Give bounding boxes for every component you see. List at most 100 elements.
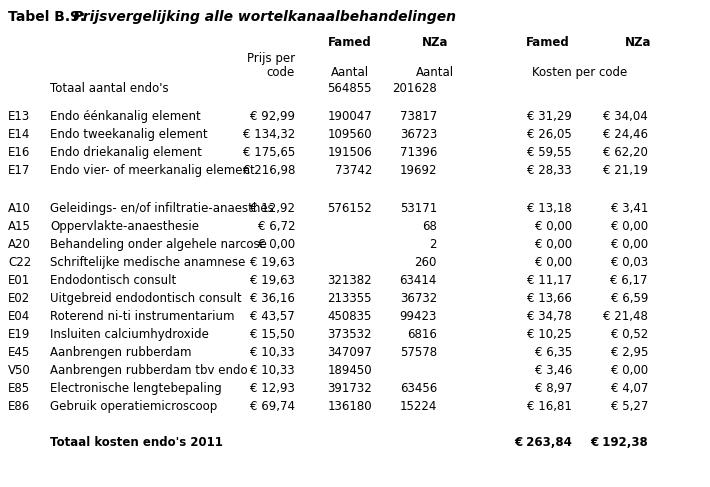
Text: A20: A20 bbox=[8, 238, 31, 251]
Text: Geleidings- en/of infiltratie-anaesthes: Geleidings- en/of infiltratie-anaesthes bbox=[50, 202, 274, 215]
Text: € 28,33: € 28,33 bbox=[528, 164, 572, 177]
Text: Tabel B.9:: Tabel B.9: bbox=[8, 10, 90, 24]
Text: Famed: Famed bbox=[526, 36, 570, 49]
Text: 136180: 136180 bbox=[327, 400, 372, 413]
Text: € 19,63: € 19,63 bbox=[250, 274, 295, 287]
Text: E19: E19 bbox=[8, 328, 31, 341]
Text: € 62,20: € 62,20 bbox=[603, 146, 648, 159]
Text: A10: A10 bbox=[8, 202, 31, 215]
Text: E04: E04 bbox=[8, 310, 31, 323]
Text: Gebruik operatiemicroscoop: Gebruik operatiemicroscoop bbox=[50, 400, 217, 413]
Text: Schriftelijke medische anamnese: Schriftelijke medische anamnese bbox=[50, 256, 246, 269]
Text: Behandeling onder algehele narcose: Behandeling onder algehele narcose bbox=[50, 238, 267, 251]
Text: NZa: NZa bbox=[625, 36, 651, 49]
Text: 201628: 201628 bbox=[392, 82, 437, 95]
Text: € 5,27: € 5,27 bbox=[611, 400, 648, 413]
Text: € 12,93: € 12,93 bbox=[250, 382, 295, 395]
Text: € 6,35: € 6,35 bbox=[535, 346, 572, 359]
Text: Insluiten calciumhydroxide: Insluiten calciumhydroxide bbox=[50, 328, 209, 341]
Text: E86: E86 bbox=[8, 400, 31, 413]
Text: Famed: Famed bbox=[328, 36, 372, 49]
Text: Endo driekanalig element: Endo driekanalig element bbox=[50, 146, 202, 159]
Text: € 0,00: € 0,00 bbox=[535, 220, 572, 233]
Text: 321382: 321382 bbox=[327, 274, 372, 287]
Text: A15: A15 bbox=[8, 220, 31, 233]
Text: € 0,00: € 0,00 bbox=[535, 238, 572, 251]
Text: Endo tweekanalig element: Endo tweekanalig element bbox=[50, 128, 207, 141]
Text: 450835: 450835 bbox=[327, 310, 372, 323]
Text: € 10,25: € 10,25 bbox=[528, 328, 572, 341]
Text: Aanbrengen rubberdam: Aanbrengen rubberdam bbox=[50, 346, 192, 359]
Text: 36732: 36732 bbox=[400, 292, 437, 305]
Text: Aantal: Aantal bbox=[416, 66, 454, 79]
Text: € 16,81: € 16,81 bbox=[527, 400, 572, 413]
Text: Totaal aantal endo's: Totaal aantal endo's bbox=[50, 82, 169, 95]
Text: 564855: 564855 bbox=[327, 82, 372, 95]
Text: 63414: 63414 bbox=[400, 274, 437, 287]
Text: € 175,65: € 175,65 bbox=[243, 146, 295, 159]
Text: E45: E45 bbox=[8, 346, 31, 359]
Text: € 24,46: € 24,46 bbox=[603, 128, 648, 141]
Text: 347097: 347097 bbox=[327, 346, 372, 359]
Text: NZa: NZa bbox=[422, 36, 448, 49]
Text: 190047: 190047 bbox=[327, 110, 372, 123]
Text: Prijsvergelijking alle wortelkanaalbehandelingen: Prijsvergelijking alle wortelkanaalbehan… bbox=[73, 10, 456, 24]
Text: 15224: 15224 bbox=[400, 400, 437, 413]
Text: € 31,29: € 31,29 bbox=[527, 110, 572, 123]
Text: € 34,78: € 34,78 bbox=[528, 310, 572, 323]
Text: 73742: 73742 bbox=[334, 164, 372, 177]
Text: E02: E02 bbox=[8, 292, 31, 305]
Text: E16: E16 bbox=[8, 146, 31, 159]
Text: 63456: 63456 bbox=[400, 382, 437, 395]
Text: V50: V50 bbox=[8, 364, 31, 377]
Text: € 10,33: € 10,33 bbox=[251, 346, 295, 359]
Text: € 34,04: € 34,04 bbox=[604, 110, 648, 123]
Text: € 0,52: € 0,52 bbox=[611, 328, 648, 341]
Text: E14: E14 bbox=[8, 128, 31, 141]
Text: Endo vier- of meerkanalig element: Endo vier- of meerkanalig element bbox=[50, 164, 255, 177]
Text: € 15,50: € 15,50 bbox=[251, 328, 295, 341]
Text: 213355: 213355 bbox=[327, 292, 372, 305]
Text: € 11,17: € 11,17 bbox=[527, 274, 572, 287]
Text: 6816: 6816 bbox=[407, 328, 437, 341]
Text: € 43,57: € 43,57 bbox=[250, 310, 295, 323]
Text: 373532: 373532 bbox=[327, 328, 372, 341]
Text: 189450: 189450 bbox=[327, 364, 372, 377]
Text: Aanbrengen rubberdam tbv endo: Aanbrengen rubberdam tbv endo bbox=[50, 364, 248, 377]
Text: € 21,19: € 21,19 bbox=[603, 164, 648, 177]
Text: € 0,00: € 0,00 bbox=[258, 238, 295, 251]
Text: 57578: 57578 bbox=[400, 346, 437, 359]
Text: Prijs per: Prijs per bbox=[247, 52, 295, 65]
Text: code: code bbox=[267, 66, 295, 79]
Text: € 13,66: € 13,66 bbox=[527, 292, 572, 305]
Text: € 6,59: € 6,59 bbox=[611, 292, 648, 305]
Text: € 59,55: € 59,55 bbox=[528, 146, 572, 159]
Text: € 0,00: € 0,00 bbox=[611, 220, 648, 233]
Text: € 3,46: € 3,46 bbox=[535, 364, 572, 377]
Text: 260: 260 bbox=[415, 256, 437, 269]
Text: 109560: 109560 bbox=[327, 128, 372, 141]
Text: 576152: 576152 bbox=[327, 202, 372, 215]
Text: 36723: 36723 bbox=[400, 128, 437, 141]
Text: 71396: 71396 bbox=[400, 146, 437, 159]
Text: E17: E17 bbox=[8, 164, 31, 177]
Text: € 92,99: € 92,99 bbox=[250, 110, 295, 123]
Text: Oppervlakte-anaesthesie: Oppervlakte-anaesthesie bbox=[50, 220, 199, 233]
Text: € 8,97: € 8,97 bbox=[535, 382, 572, 395]
Text: Endo éénkanalig element: Endo éénkanalig element bbox=[50, 110, 201, 123]
Text: 191506: 191506 bbox=[327, 146, 372, 159]
Text: € 4,07: € 4,07 bbox=[611, 382, 648, 395]
Text: Totaal kosten endo's 2011: Totaal kosten endo's 2011 bbox=[50, 436, 223, 449]
Text: € 134,32: € 134,32 bbox=[243, 128, 295, 141]
Text: € 12,92: € 12,92 bbox=[250, 202, 295, 215]
Text: 53171: 53171 bbox=[400, 202, 437, 215]
Text: € 192,38: € 192,38 bbox=[590, 436, 648, 449]
Text: € 2,95: € 2,95 bbox=[611, 346, 648, 359]
Text: € 21,48: € 21,48 bbox=[603, 310, 648, 323]
Text: € 36,16: € 36,16 bbox=[250, 292, 295, 305]
Text: Aantal: Aantal bbox=[331, 66, 369, 79]
Text: Uitgebreid endodontisch consult: Uitgebreid endodontisch consult bbox=[50, 292, 241, 305]
Text: 73817: 73817 bbox=[400, 110, 437, 123]
Text: € 19,63: € 19,63 bbox=[250, 256, 295, 269]
Text: € 0,00: € 0,00 bbox=[535, 256, 572, 269]
